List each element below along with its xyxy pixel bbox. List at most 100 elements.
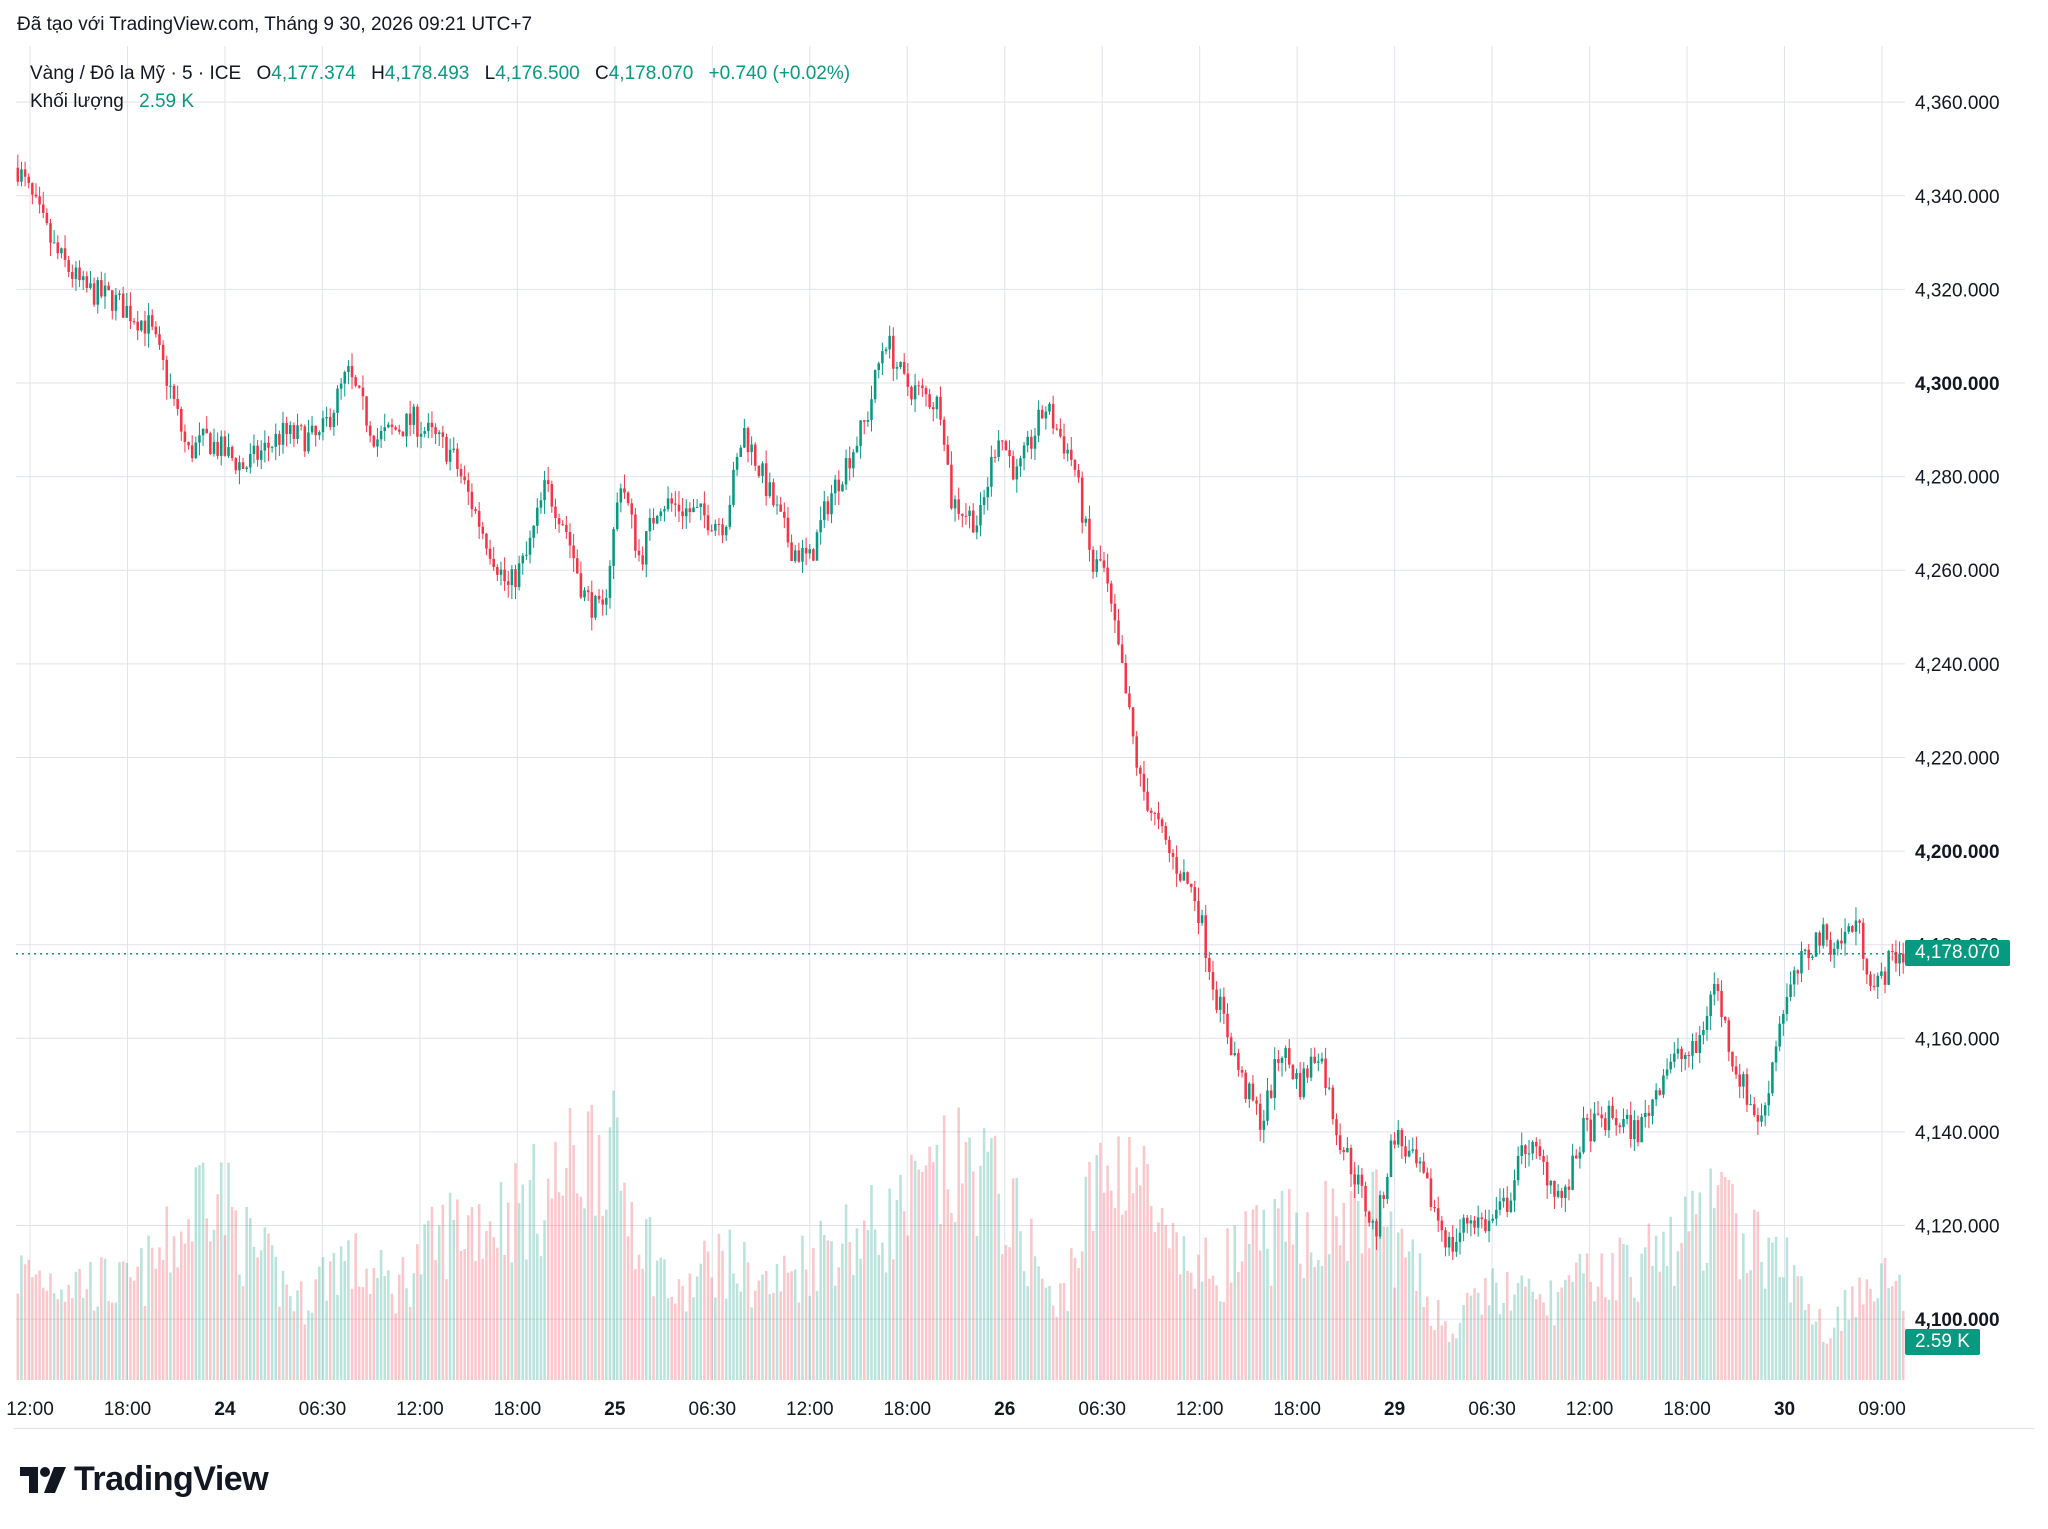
volume-bar xyxy=(590,1104,594,1380)
volume-bar xyxy=(837,1267,841,1380)
symbol-label[interactable]: Vàng / Đô la Mỹ · 5 · ICE xyxy=(30,63,242,84)
candle-body xyxy=(1407,1150,1411,1157)
volume-bar xyxy=(1302,1278,1306,1380)
candle-body xyxy=(1814,932,1818,957)
candle-body xyxy=(572,545,575,559)
volume-bar xyxy=(227,1162,230,1380)
candle-body xyxy=(1520,1145,1524,1156)
open-value: 4,177.374 xyxy=(271,63,356,84)
volume-bar xyxy=(1360,1253,1364,1380)
time-tick-label: 12:00 xyxy=(6,1399,54,1420)
volume-bar xyxy=(1404,1257,1407,1380)
candle-body xyxy=(1146,791,1149,811)
candle-body xyxy=(1313,1056,1316,1063)
volume-bar xyxy=(107,1301,110,1380)
volume-bar xyxy=(1901,1310,1905,1380)
candle-body xyxy=(1556,1190,1560,1197)
candle-body xyxy=(659,511,663,517)
candle-body xyxy=(1836,940,1840,949)
candle-body xyxy=(492,558,495,568)
volume-bar xyxy=(481,1258,485,1380)
candle-body xyxy=(1001,440,1004,442)
tradingview-logo[interactable]: TradingView xyxy=(20,1460,269,1499)
volume-bar xyxy=(154,1268,158,1380)
volume-bar xyxy=(332,1252,336,1380)
volume-bar xyxy=(1001,1254,1004,1380)
candle-body xyxy=(263,442,267,451)
change-value: +0.740 (+0.02%) xyxy=(708,63,851,84)
candle-body xyxy=(1807,949,1811,959)
candle-body xyxy=(147,315,150,334)
volume-bar xyxy=(1451,1333,1455,1380)
volume-tag: 2.59 K xyxy=(1905,1329,1980,1355)
candle-body xyxy=(387,424,390,428)
candle-body xyxy=(129,305,132,322)
candle-body xyxy=(1665,1069,1669,1076)
candle-body xyxy=(510,569,514,586)
volume-bar xyxy=(550,1198,554,1380)
volume-bar xyxy=(216,1194,219,1380)
volume-bar xyxy=(1716,1185,1720,1380)
candle-body xyxy=(554,506,557,519)
volume-bar xyxy=(1495,1282,1498,1380)
volume-bar xyxy=(888,1188,891,1380)
volume-bar xyxy=(361,1287,365,1380)
volume-bar xyxy=(303,1324,307,1380)
candle-body xyxy=(1636,1120,1640,1143)
time-tick-label: 06:30 xyxy=(1468,1399,1516,1420)
candle-body xyxy=(1782,1014,1785,1024)
candle-body xyxy=(695,506,699,508)
candle-body xyxy=(830,493,833,515)
volume-bar xyxy=(1059,1283,1062,1380)
candle-body xyxy=(706,515,710,531)
volume-bar xyxy=(1422,1307,1425,1380)
volume-bar xyxy=(1469,1295,1473,1380)
candle-body xyxy=(626,492,630,504)
candle-body xyxy=(1901,953,1905,963)
candle-body xyxy=(1789,984,1792,998)
price-axis[interactable]: 4,360.000 4,340.000 4,320.000 4,300.000 4,28… xyxy=(1915,93,2000,1331)
candle-body xyxy=(274,433,278,447)
volume-bar xyxy=(525,1259,528,1380)
volume-bar xyxy=(1854,1317,1858,1380)
volume-bar xyxy=(96,1306,100,1380)
candle-body xyxy=(848,458,851,469)
volume-bar xyxy=(278,1306,281,1380)
volume-bar xyxy=(89,1262,92,1380)
volume-bar xyxy=(1080,1251,1084,1380)
volume-bar xyxy=(637,1254,641,1380)
volume-bar xyxy=(532,1143,535,1380)
volume-bar xyxy=(1498,1314,1502,1380)
candle-body xyxy=(931,407,935,410)
volume-bar xyxy=(892,1259,895,1380)
candle-body xyxy=(521,555,525,564)
candle-body xyxy=(1861,922,1865,959)
candle-body xyxy=(1854,920,1858,932)
candle-body xyxy=(1237,1053,1240,1071)
volume-bar xyxy=(757,1280,761,1380)
volume-bar xyxy=(1277,1208,1280,1380)
volume-bar xyxy=(1796,1276,1800,1380)
volume-bar xyxy=(49,1273,52,1380)
candle-body xyxy=(1843,931,1847,944)
ohlc-row: Vàng / Đô la Mỹ · 5 · ICE O4,177.374 H4,… xyxy=(30,60,850,88)
volume-bar xyxy=(670,1296,673,1380)
candle-body xyxy=(136,321,139,331)
candle-body xyxy=(1426,1172,1429,1179)
volume-bar xyxy=(1538,1294,1542,1380)
candle-body xyxy=(85,276,89,288)
volume-bar xyxy=(1436,1299,1440,1380)
volume-bar xyxy=(20,1255,23,1380)
candle-body xyxy=(1193,887,1197,902)
candle-body xyxy=(666,498,670,510)
candle-body xyxy=(583,590,586,598)
candle-body xyxy=(823,501,826,521)
time-axis[interactable]: 12:00 18:00 24 06:30 12:00 18:00 25 06:30 12:00 1… xyxy=(6,1399,1906,1420)
candle-body xyxy=(561,524,564,526)
candle-body xyxy=(1440,1220,1444,1231)
volume-label[interactable]: Khối lượng xyxy=(30,91,124,112)
time-tick-label: 12:00 xyxy=(786,1399,834,1420)
volume-bar xyxy=(1011,1178,1015,1380)
price-chart[interactable]: 4,360.000 4,340.000 4,320.000 4,300.000 4,28… xyxy=(0,0,2048,1440)
volume-bar xyxy=(1251,1209,1255,1380)
